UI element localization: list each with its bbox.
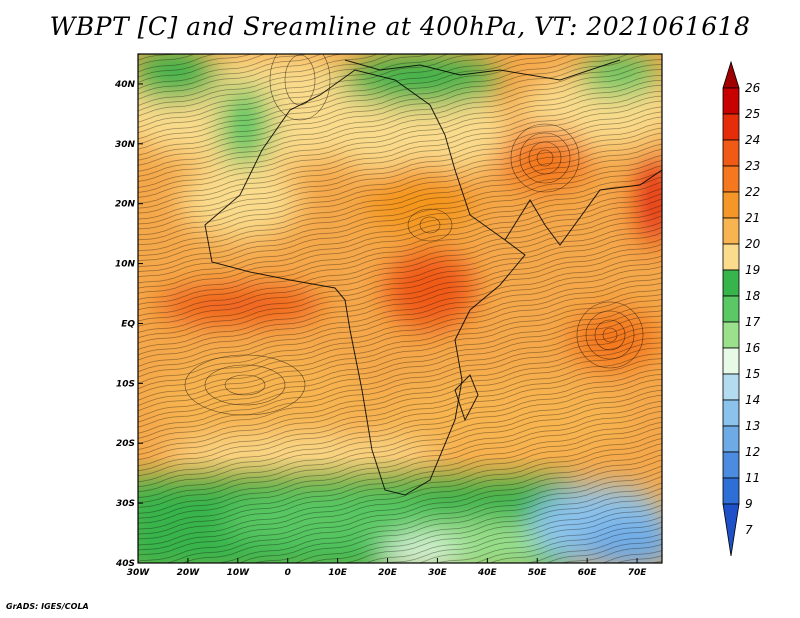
x-tick-label: 20W: [177, 568, 201, 578]
x-tick-label: 10E: [328, 568, 348, 578]
x-tick-label: 20E: [378, 568, 398, 578]
colorbar-segment: [722, 295, 740, 323]
y-tick-label: EQ: [121, 319, 135, 329]
y-tick-label: 20S: [116, 439, 135, 449]
colorbar-segment: [722, 321, 740, 349]
colorbar-label: 12: [745, 445, 760, 459]
y-tick-label: 30N: [115, 140, 136, 150]
colorbar-segment: [722, 399, 740, 427]
x-axis: 30W 20W 10W 0 10E 20E 30E 40E 50E 60E 70E: [127, 558, 647, 578]
colorbar-label: 24: [745, 133, 760, 147]
chart-title: WBPT [C] and Sreamline at 400hPa, VT: 20…: [49, 12, 751, 41]
coastlines: [204, 59, 662, 496]
colorbar-segment: [722, 139, 740, 167]
colorbar-label: 16: [745, 341, 761, 355]
y-tick-label: 10N: [115, 260, 136, 270]
colorbar-label: 15: [745, 367, 760, 381]
colorbar-segment: [722, 269, 740, 297]
x-tick-label: 0: [285, 568, 291, 578]
y-tick-label: 20N: [115, 200, 136, 210]
y-axis: 40N 30N 20N 10N EQ 10S 20S 30S 40S: [114, 80, 143, 569]
colorbar-segment: [722, 87, 740, 115]
colorbar-segment: [722, 191, 740, 219]
colorbar-segment: [722, 373, 740, 401]
colorbar-label: 9: [745, 497, 753, 511]
x-tick-label: 30W: [127, 568, 151, 578]
x-tick-label: 40E: [477, 568, 498, 578]
colorbar: 26 25 24 23 22 21 20 19 18 17 16 15 14 13 12 11 9 7: [722, 60, 761, 557]
colorbar-label: 7: [745, 523, 753, 537]
colorbar-segment: [722, 347, 740, 375]
y-tick-label: 40N: [114, 80, 136, 90]
plot-frame: [137, 53, 663, 564]
x-tick-label: 60E: [578, 568, 598, 578]
wbpt-shaded-field: [138, 54, 662, 563]
grads-credit: GrADS: IGES/COLA: [6, 602, 89, 611]
colorbar-label: 25: [745, 107, 760, 121]
colorbar-label: 26: [745, 81, 761, 95]
colorbar-label: 11: [745, 471, 760, 485]
colorbar-segment: [722, 477, 740, 505]
colorbar-bottom-arrow: [722, 503, 740, 557]
colorbar-label: 19: [745, 263, 760, 277]
colorbar-label: 18: [745, 289, 761, 303]
colorbar-segment: [722, 113, 740, 141]
colorbar-label: 20: [745, 237, 761, 251]
colorbar-segment: [722, 217, 740, 245]
x-tick-label: 10W: [227, 568, 251, 578]
x-tick-label: 50E: [528, 568, 548, 578]
colorbar-label: 17: [745, 315, 761, 329]
colorbar-label: 14: [745, 393, 760, 407]
colorbar-label: 23: [745, 159, 760, 173]
x-tick-label: 30E: [428, 568, 448, 578]
colorbar-label: 22: [745, 185, 760, 199]
y-tick-label: 40S: [115, 559, 135, 569]
colorbar-top-arrow: [722, 60, 740, 89]
colorbar-label: 13: [745, 419, 760, 433]
colorbar-segment: [722, 451, 740, 479]
x-tick-label: 70E: [628, 568, 648, 578]
colorbar-segment: [722, 243, 740, 271]
colorbar-segment: [722, 425, 740, 453]
y-tick-label: 10S: [116, 379, 135, 389]
colorbar-label: 21: [745, 211, 760, 225]
colorbar-segment: [722, 165, 740, 193]
y-tick-label: 30S: [116, 499, 135, 509]
